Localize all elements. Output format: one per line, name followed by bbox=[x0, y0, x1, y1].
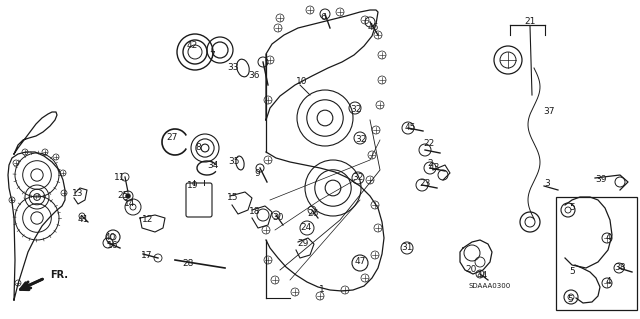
Text: 14: 14 bbox=[124, 198, 136, 207]
Text: 22: 22 bbox=[424, 138, 435, 147]
Text: 17: 17 bbox=[141, 251, 153, 261]
Text: 5: 5 bbox=[567, 295, 573, 305]
Text: 32: 32 bbox=[355, 136, 367, 145]
Text: 7: 7 bbox=[209, 50, 215, 60]
Text: 34: 34 bbox=[207, 160, 219, 169]
Text: 8: 8 bbox=[195, 144, 201, 152]
Text: 15: 15 bbox=[227, 194, 239, 203]
Text: 10: 10 bbox=[296, 78, 308, 86]
Text: 25: 25 bbox=[117, 191, 129, 201]
Text: 32: 32 bbox=[350, 106, 362, 115]
Text: 35: 35 bbox=[228, 158, 240, 167]
Text: 33: 33 bbox=[227, 63, 239, 72]
Text: 13: 13 bbox=[72, 189, 84, 197]
Text: 44: 44 bbox=[476, 271, 488, 280]
Text: 46: 46 bbox=[367, 24, 379, 33]
Text: 21: 21 bbox=[524, 18, 536, 26]
Text: 39: 39 bbox=[595, 175, 607, 184]
Text: 6: 6 bbox=[320, 13, 326, 23]
Text: 45: 45 bbox=[404, 123, 416, 132]
Text: 19: 19 bbox=[188, 182, 199, 190]
Text: 47: 47 bbox=[355, 257, 365, 266]
Text: 3: 3 bbox=[544, 180, 550, 189]
Text: 9: 9 bbox=[254, 168, 260, 177]
Text: 23: 23 bbox=[419, 179, 431, 188]
Text: 5: 5 bbox=[569, 203, 575, 211]
Text: 11: 11 bbox=[115, 174, 125, 182]
Bar bbox=[556, 197, 637, 310]
Text: 41: 41 bbox=[77, 214, 89, 224]
Text: 42: 42 bbox=[186, 41, 198, 49]
Text: 26: 26 bbox=[307, 209, 319, 218]
Text: 36: 36 bbox=[248, 70, 260, 79]
Text: 30: 30 bbox=[272, 213, 284, 222]
Text: 4: 4 bbox=[605, 277, 611, 286]
Text: 12: 12 bbox=[142, 214, 154, 224]
Text: 20: 20 bbox=[465, 265, 477, 275]
Text: 4: 4 bbox=[605, 234, 611, 242]
Text: 27: 27 bbox=[166, 133, 178, 143]
Text: SDAAA0300: SDAAA0300 bbox=[469, 283, 511, 289]
Text: 28: 28 bbox=[182, 258, 194, 268]
Text: 1: 1 bbox=[319, 286, 325, 294]
Text: 18: 18 bbox=[249, 207, 260, 217]
Text: 24: 24 bbox=[300, 224, 312, 233]
Text: 31: 31 bbox=[401, 243, 413, 253]
Text: 5: 5 bbox=[569, 266, 575, 276]
Circle shape bbox=[125, 194, 131, 198]
Text: 29: 29 bbox=[298, 239, 308, 248]
Text: 43: 43 bbox=[428, 164, 440, 173]
Text: 2: 2 bbox=[427, 159, 433, 167]
Text: 38: 38 bbox=[614, 263, 626, 272]
Text: 40: 40 bbox=[104, 233, 116, 241]
Text: 32: 32 bbox=[352, 174, 364, 182]
Text: 16: 16 bbox=[108, 241, 119, 250]
Text: 37: 37 bbox=[543, 108, 555, 116]
Text: FR.: FR. bbox=[50, 270, 68, 280]
